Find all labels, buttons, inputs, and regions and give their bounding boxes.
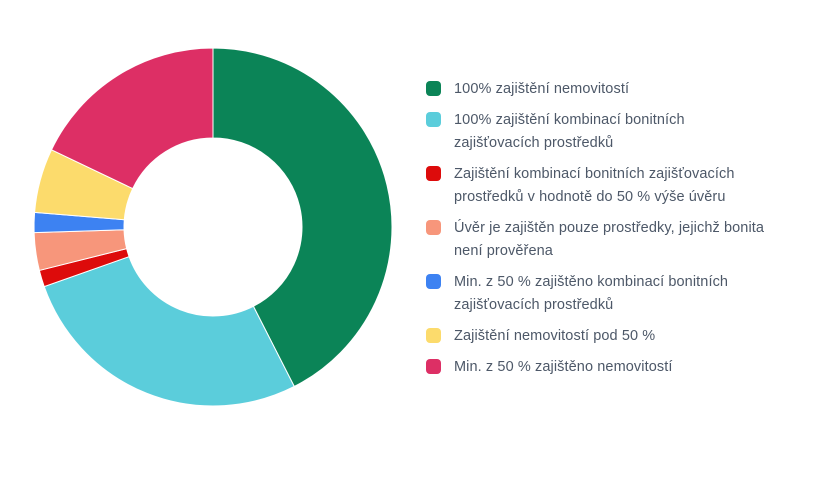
legend-item-4[interactable]: Úvěr je zajištěn pouze prostředky, jejic… (426, 217, 766, 263)
chart-legend: 100% zajištění nemovitostí 100% zajištění… (426, 78, 766, 387)
legend-label: 100% zajištění kombinací bonitních zajiš… (454, 112, 685, 151)
legend-swatch (426, 112, 441, 127)
legend-label: Zajištění nemovitostí pod 50 % (454, 328, 656, 344)
legend-label: Úvěr je zajištěn pouze prostředky, jejic… (454, 220, 765, 259)
legend-item-2[interactable]: 100% zajištění kombinací bonitních zajiš… (426, 109, 766, 155)
donut-slice-1[interactable] (212, 47, 393, 388)
legend-swatch (426, 81, 441, 96)
legend-label: Min. z 50 % zajištěno kombinací bonitníc… (454, 274, 729, 313)
legend-label: Zajištění kombinací bonitních zajišťovac… (454, 166, 735, 205)
legend-item-1[interactable]: 100% zajištění nemovitostí (426, 78, 766, 101)
donut-chart (33, 47, 393, 407)
legend-swatch (426, 328, 441, 343)
legend-item-6[interactable]: Zajištění nemovitostí pod 50 % (426, 325, 766, 348)
legend-swatch (426, 166, 441, 181)
donut-slice-2[interactable] (43, 255, 295, 407)
legend-label: Min. z 50 % zajištěno nemovitostí (454, 359, 673, 375)
legend-swatch (426, 220, 441, 235)
donut-slice-7[interactable] (50, 47, 214, 190)
legend-item-3[interactable]: Zajištění kombinací bonitních zajišťovac… (426, 163, 766, 209)
legend-item-7[interactable]: Min. z 50 % zajištěno nemovitostí (426, 356, 766, 379)
legend-swatch (426, 274, 441, 289)
legend-label: 100% zajištění nemovitostí (454, 81, 630, 97)
legend-item-5[interactable]: Min. z 50 % zajištěno kombinací bonitníc… (426, 271, 766, 317)
legend-swatch (426, 359, 441, 374)
